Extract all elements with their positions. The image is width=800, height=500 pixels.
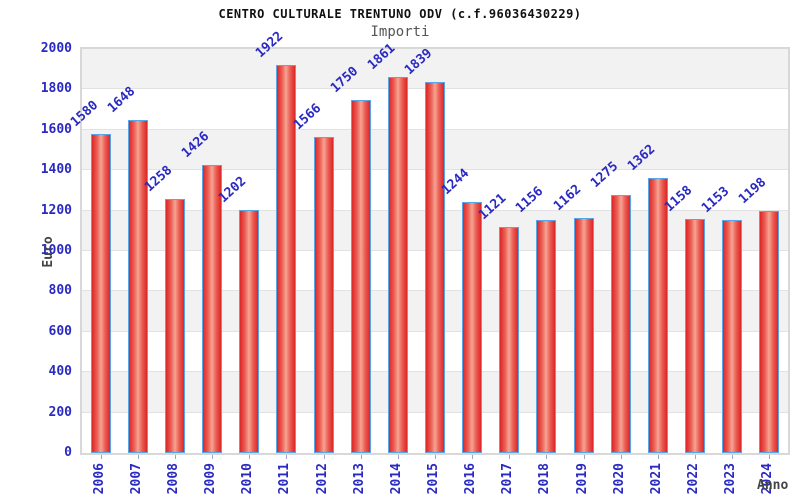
x-tick-mark (732, 455, 734, 459)
y-tick-label: 1400 (40, 162, 72, 178)
x-tick-label: 2021 (648, 463, 664, 495)
chart-subtitle: Importi (370, 24, 430, 40)
x-tick-label: 2016 (463, 463, 479, 495)
bar-2016 (462, 201, 483, 453)
y-tick-label: 1600 (40, 121, 72, 137)
x-tick-label: 2022 (686, 463, 702, 495)
bar-2015 (425, 81, 445, 453)
y-tick-label: 1800 (40, 81, 72, 97)
bar-2023 (722, 220, 743, 453)
x-tick-mark (137, 455, 139, 459)
x-tick-mark (174, 455, 176, 459)
x-tick-label: 2019 (574, 463, 590, 495)
x-tick-label: 2011 (277, 463, 293, 495)
bar-2007 (127, 120, 148, 453)
x-tick-mark (212, 455, 214, 459)
bar-2011 (276, 64, 297, 453)
x-tick-mark (546, 455, 548, 459)
x-tick-label: 2020 (611, 463, 627, 495)
bar-2022 (685, 219, 706, 453)
x-tick-label: 2007 (128, 463, 144, 495)
x-tick-mark (100, 455, 102, 459)
bar-2018 (536, 219, 557, 453)
bar-2006 (90, 133, 111, 453)
bar-2024 (759, 211, 780, 453)
x-tick-label: 2013 (351, 463, 367, 495)
x-tick-label: 2017 (500, 463, 516, 495)
bar-2013 (350, 99, 371, 453)
bar-2009 (202, 164, 223, 453)
bar-2017 (499, 226, 520, 453)
y-tick-label: 1000 (40, 243, 72, 258)
x-tick-label: 2009 (203, 463, 219, 495)
bar-2014 (387, 77, 408, 453)
x-tick-mark (472, 455, 474, 459)
y-axis-title: Euro (41, 236, 56, 268)
x-tick-mark (435, 455, 436, 459)
y-tick-label: 1200 (40, 202, 72, 218)
chart-title: CENTRO CULTURALE TRENTUNO ODV (c.f.96036… (218, 7, 582, 21)
bar-2020 (610, 195, 631, 453)
y-tick-label: 200 (48, 404, 72, 420)
y-tick-label: 600 (48, 323, 72, 339)
x-tick-mark (583, 455, 585, 459)
bar-2010 (239, 210, 260, 453)
x-tick-mark (360, 455, 362, 459)
bar-2021 (647, 177, 668, 453)
x-tick-mark (769, 455, 771, 459)
x-tick-label: 2023 (723, 463, 739, 495)
x-tick-label: 2012 (314, 463, 330, 495)
x-axis-title: Anno (757, 478, 789, 493)
x-tick-label: 2014 (388, 463, 404, 495)
x-tick-label: 2010 (240, 463, 256, 495)
x-tick-label: 2008 (165, 463, 181, 495)
bar-2008 (164, 198, 185, 453)
x-tick-mark (695, 455, 697, 459)
y-tick-label: 0 (64, 445, 72, 460)
x-tick-mark (657, 455, 659, 459)
bar-2012 (313, 136, 334, 453)
y-tick-label: 400 (48, 364, 72, 380)
x-tick-mark (286, 455, 288, 459)
y-tick-label: 800 (48, 283, 72, 299)
x-tick-label: 2018 (537, 463, 553, 495)
x-tick-mark (249, 455, 251, 459)
bar-2019 (573, 218, 594, 453)
plot-area: 1580 1648 1258 1426 1202 1922 1566 1750 1861 1839… (68, 29, 790, 455)
y-tick-label: 2000 (40, 41, 72, 56)
x-tick-mark (397, 455, 399, 459)
x-tick-label: 2006 (91, 463, 107, 495)
x-tick-mark (323, 455, 325, 459)
x-tick-mark (620, 455, 622, 459)
x-tick-label: 2015 (426, 463, 441, 495)
x-tick-mark (509, 455, 511, 459)
